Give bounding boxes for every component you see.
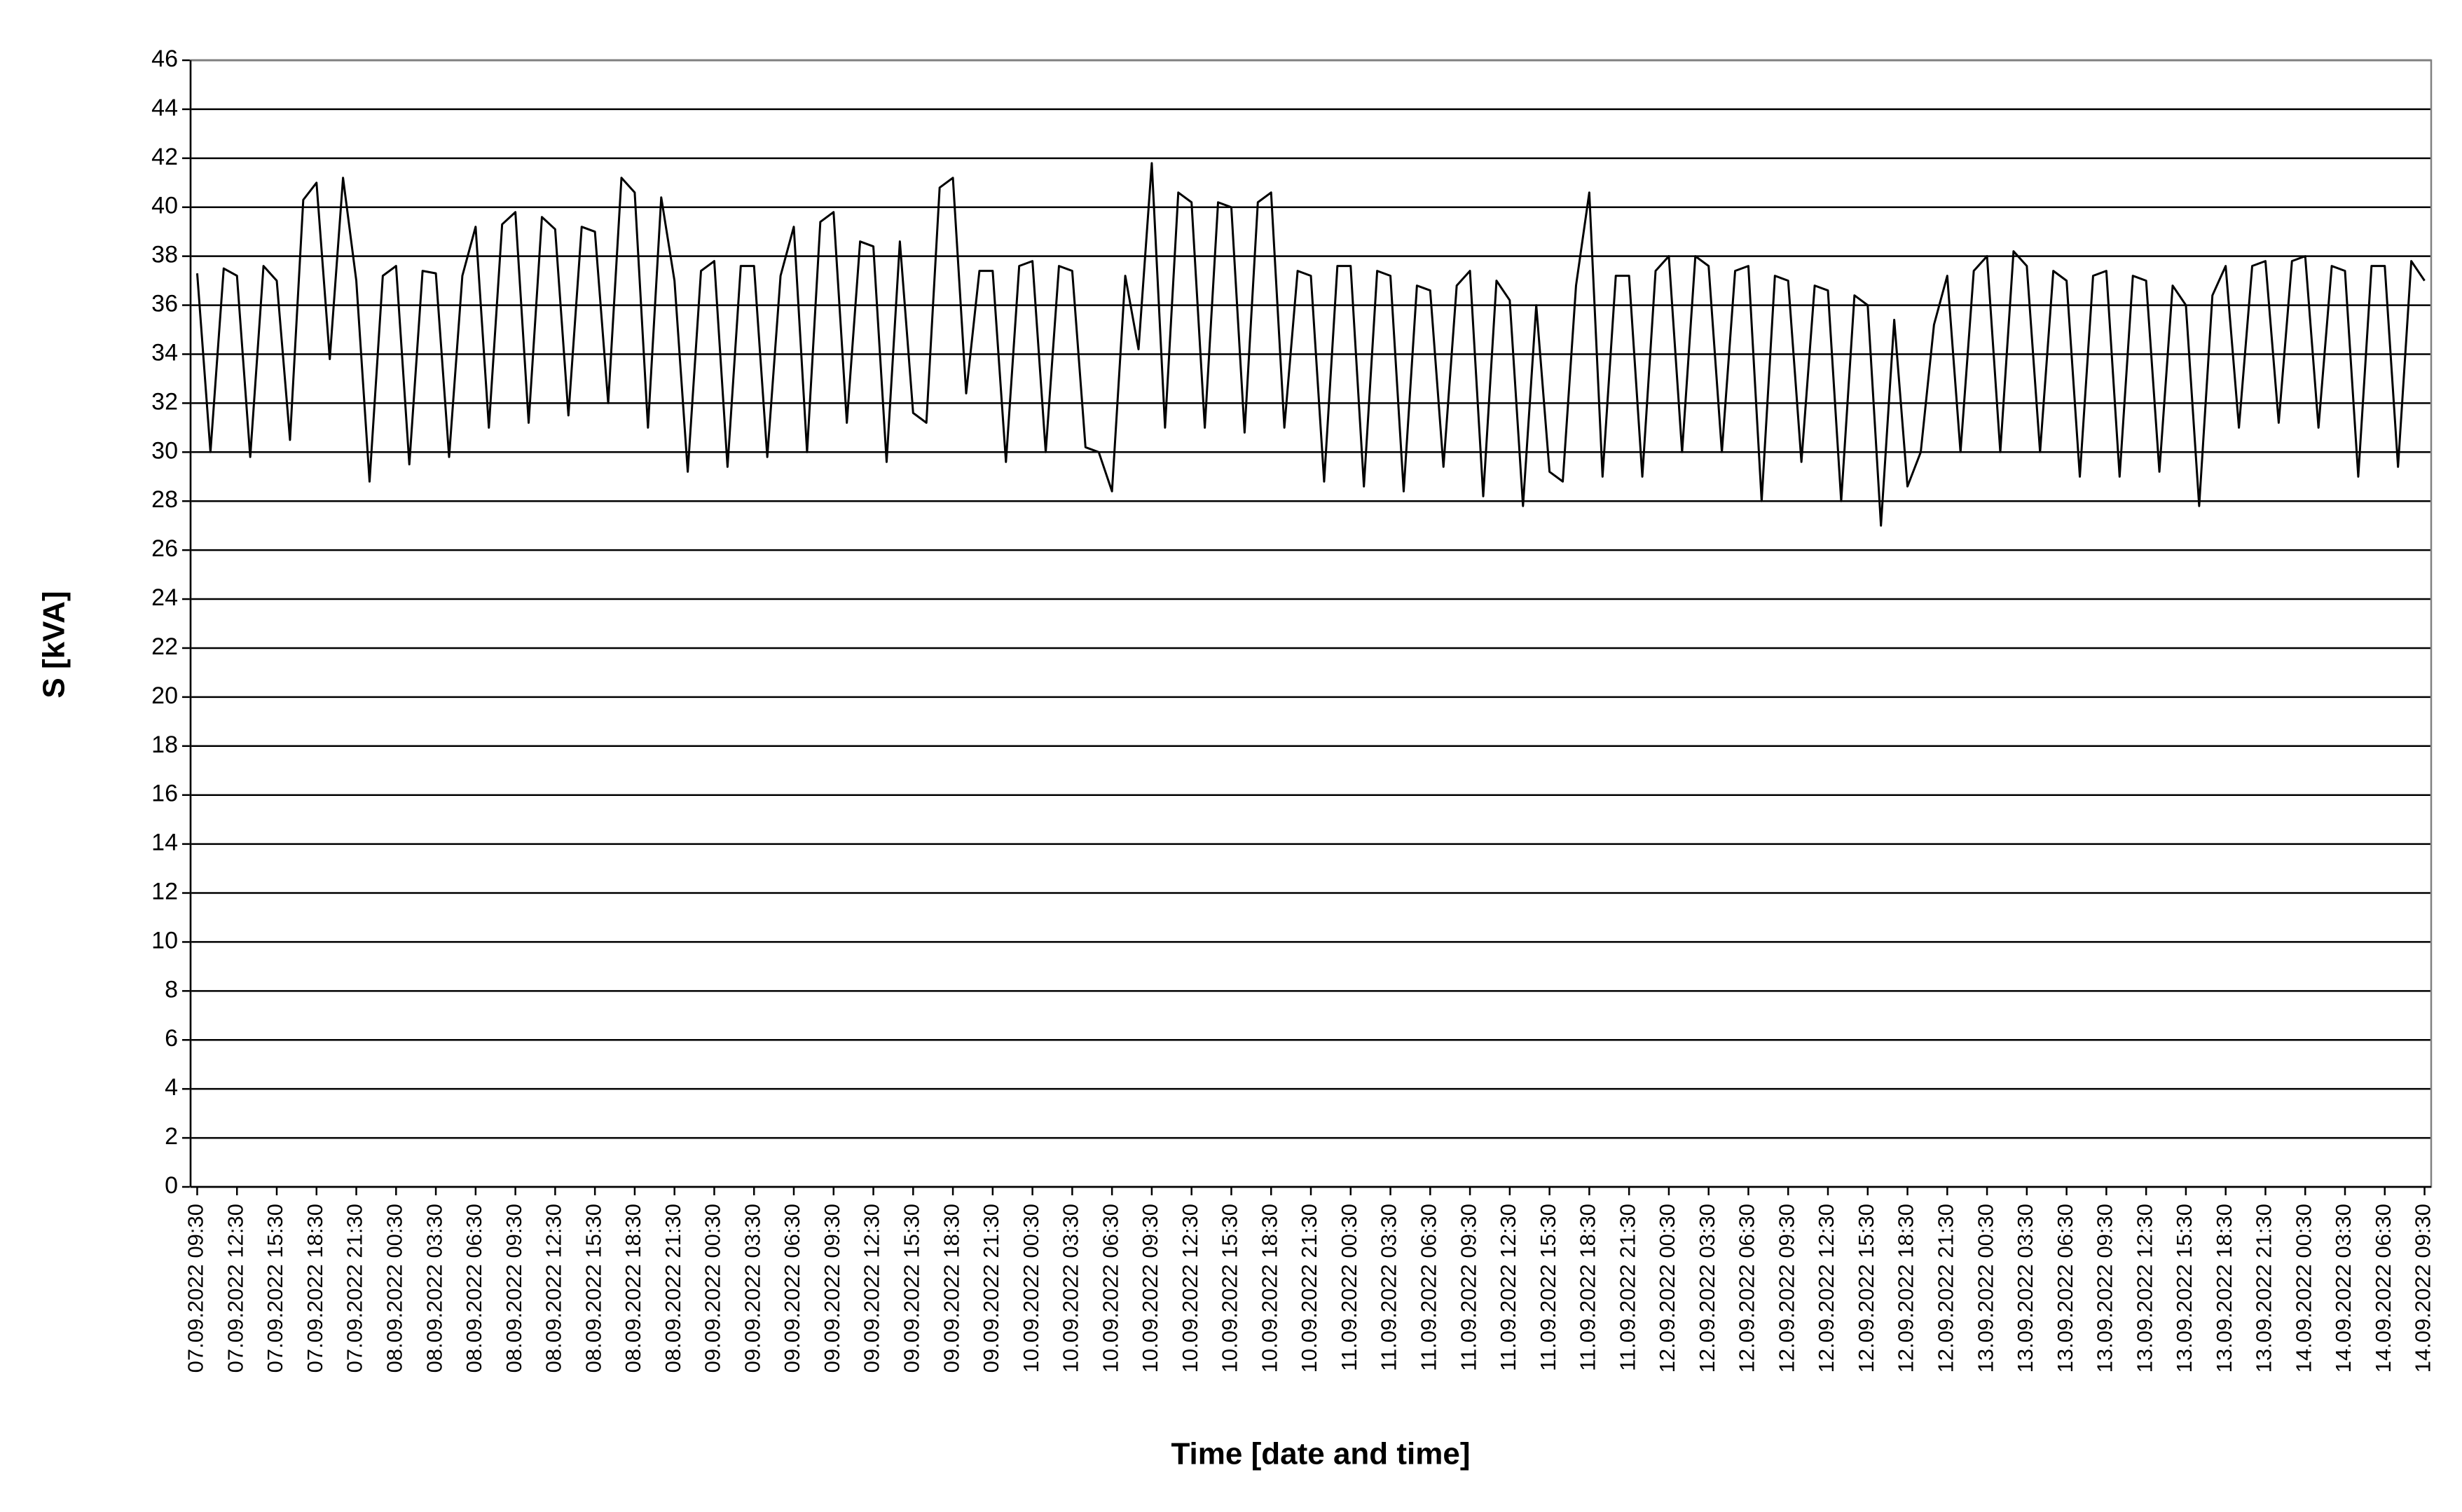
x-tick-label: 11.09.2022 12:30 (1496, 1204, 1520, 1371)
x-tick-label: 07.09.2022 12:30 (223, 1204, 247, 1373)
x-tick-label: 13.09.2022 21:30 (2252, 1204, 2276, 1373)
y-tick-label: 16 (151, 781, 178, 807)
x-tick-label: 12.09.2022 03:30 (1695, 1204, 1719, 1373)
y-tick-label: 46 (151, 46, 178, 72)
x-tick-label: 09.09.2022 03:30 (740, 1204, 764, 1373)
y-axis-title: S [kVA] (37, 591, 71, 698)
x-tick-label: 08.09.2022 18:30 (621, 1204, 645, 1373)
x-tick-label: 09.09.2022 06:30 (780, 1204, 804, 1373)
x-tick-label: 14.09.2022 03:30 (2331, 1204, 2356, 1373)
x-tick-label: 10.09.2022 12:30 (1178, 1204, 1202, 1373)
x-tick-label: 12.09.2022 18:30 (1894, 1204, 1918, 1373)
x-tick-label: 09.09.2022 00:30 (701, 1204, 725, 1373)
x-tick-label: 12.09.2022 09:30 (1774, 1204, 1799, 1373)
y-tick-label: 22 (151, 633, 178, 660)
y-tick-label: 42 (151, 144, 178, 170)
x-tick-label: 11.09.2022 00:30 (1337, 1204, 1361, 1371)
x-tick-label: 10.09.2022 06:30 (1098, 1204, 1122, 1373)
x-tick-label: 12.09.2022 21:30 (1933, 1204, 1958, 1373)
x-tick-label: 10.09.2022 00:30 (1019, 1204, 1043, 1373)
x-tick-label: 09.09.2022 15:30 (899, 1204, 923, 1373)
x-tick-label: 08.09.2022 09:30 (502, 1204, 526, 1373)
x-tick-label: 11.09.2022 03:30 (1377, 1204, 1401, 1371)
y-tick-label: 32 (151, 388, 178, 415)
x-tick-label: 11.09.2022 06:30 (1416, 1204, 1440, 1371)
x-tick-label: 09.09.2022 12:30 (860, 1204, 884, 1373)
y-tick-label: 12 (151, 879, 178, 905)
y-tick-label: 6 (165, 1025, 178, 1052)
x-tick-label: 13.09.2022 18:30 (2212, 1204, 2236, 1373)
x-tick-label: 09.09.2022 18:30 (939, 1204, 963, 1373)
y-tick-label: 4 (165, 1074, 178, 1101)
y-tick-label: 14 (151, 830, 178, 856)
x-tick-label: 13.09.2022 00:30 (1973, 1204, 1997, 1373)
x-tick-label: 08.09.2022 12:30 (542, 1204, 566, 1373)
y-tick-label: 18 (151, 731, 178, 758)
x-tick-label: 10.09.2022 15:30 (1218, 1204, 1242, 1373)
x-tick-label: 13.09.2022 12:30 (2132, 1204, 2157, 1373)
x-tick-label: 13.09.2022 06:30 (2053, 1204, 2077, 1373)
y-tick-label: 44 (151, 95, 178, 121)
x-tick-label: 10.09.2022 09:30 (1138, 1204, 1162, 1373)
x-tick-label: 11.09.2022 18:30 (1576, 1204, 1600, 1371)
x-tick-label: 10.09.2022 18:30 (1257, 1204, 1281, 1373)
x-tick-label: 13.09.2022 15:30 (2172, 1204, 2196, 1373)
data-line (195, 162, 2426, 527)
y-tick-label: 34 (151, 339, 178, 366)
y-tick-label: 0 (165, 1172, 178, 1199)
x-tick-label: 12.09.2022 12:30 (1814, 1204, 1838, 1373)
x-tick-label: 09.09.2022 21:30 (979, 1204, 1003, 1373)
x-tick-label: 08.09.2022 21:30 (661, 1204, 685, 1373)
x-tick-label: 10.09.2022 21:30 (1297, 1204, 1321, 1373)
x-tick-label: 07.09.2022 15:30 (263, 1204, 287, 1373)
x-tick-label: 11.09.2022 21:30 (1615, 1204, 1639, 1371)
x-tick-label: 12.09.2022 00:30 (1655, 1204, 1679, 1373)
y-tick-label: 30 (151, 437, 178, 464)
x-tick-label: 10.09.2022 03:30 (1059, 1204, 1083, 1373)
x-tick-label: 14.09.2022 06:30 (2371, 1204, 2395, 1373)
y-tick-label: 36 (151, 291, 178, 317)
y-tick-label: 2 (165, 1123, 178, 1150)
y-tick-label: 8 (165, 976, 178, 1003)
x-tick-label: 12.09.2022 15:30 (1854, 1204, 1878, 1373)
x-tick-label: 07.09.2022 18:30 (303, 1204, 327, 1373)
y-tick-label: 20 (151, 682, 178, 709)
x-tick-label: 11.09.2022 09:30 (1456, 1204, 1480, 1371)
x-tick-label: 14.09.2022 00:30 (2291, 1204, 2316, 1373)
x-tick-label: 08.09.2022 00:30 (382, 1204, 406, 1373)
y-tick-label: 38 (151, 242, 178, 268)
x-tick-label: 13.09.2022 03:30 (2013, 1204, 2037, 1373)
x-tick-label: 13.09.2022 09:30 (2093, 1204, 2117, 1373)
x-tick-label: 09.09.2022 09:30 (820, 1204, 844, 1373)
y-tick-label: 24 (151, 584, 178, 611)
y-tick-label: 28 (151, 486, 178, 513)
x-tick-label: 12.09.2022 06:30 (1735, 1204, 1759, 1373)
x-tick-label: 07.09.2022 09:30 (184, 1204, 208, 1373)
x-tick-label: 08.09.2022 15:30 (581, 1204, 605, 1373)
x-tick-label: 14.09.2022 09:30 (2411, 1204, 2435, 1373)
y-tick-label: 10 (151, 927, 178, 954)
x-tick-label: 08.09.2022 03:30 (422, 1204, 446, 1373)
y-tick-label: 40 (151, 193, 178, 219)
x-tick-label: 08.09.2022 06:30 (462, 1204, 486, 1373)
y-tick-label: 26 (151, 535, 178, 562)
x-axis-title: Time [date and time] (1171, 1437, 1470, 1471)
x-tick-label: 11.09.2022 15:30 (1536, 1204, 1560, 1371)
x-tick-label: 07.09.2022 21:30 (343, 1204, 367, 1373)
